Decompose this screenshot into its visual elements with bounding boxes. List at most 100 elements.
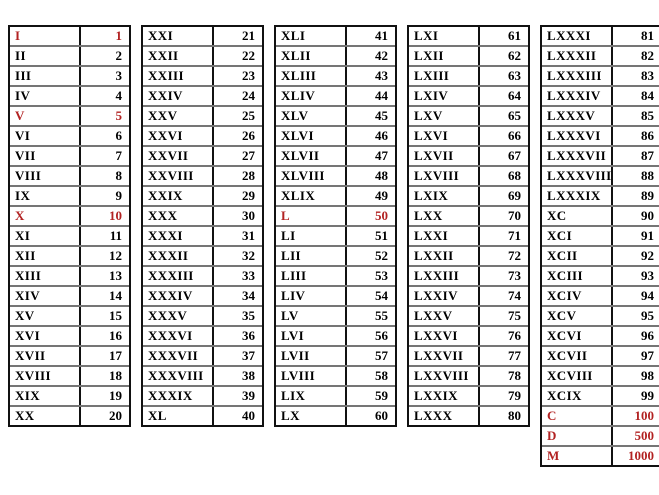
roman-numeral-cell: XVI <box>10 327 81 345</box>
table-row: XVIII 18 <box>10 365 129 385</box>
table-row: LXXXIV 84 <box>542 85 659 105</box>
table-row: III 3 <box>10 65 129 85</box>
roman-numeral-cell: LXXX <box>409 407 480 425</box>
roman-numeral-cell: XX <box>10 407 81 425</box>
arabic-value-cell: 61 <box>508 28 521 43</box>
roman-numeral-cell: LVII <box>276 347 347 365</box>
roman-numeral-cell: XXXVIII <box>143 367 214 385</box>
roman-numeral-cell: LXXI <box>409 227 480 245</box>
roman-numeral-cell: XLI <box>276 27 347 45</box>
table-row: X 10 <box>10 205 129 225</box>
arabic-value-cell: 26 <box>242 128 255 143</box>
table-row: XIV 14 <box>10 285 129 305</box>
table-row: LXXIX 79 <box>409 385 528 405</box>
roman-numeral-cell: III <box>10 67 81 85</box>
roman-numeral-cell: XCV <box>542 307 613 325</box>
arabic-value-cell: 60 <box>375 408 388 423</box>
arabic-value-cell: 38 <box>242 368 255 383</box>
roman-numeral-cell: LVIII <box>276 367 347 385</box>
arabic-value-cell: 100 <box>634 408 655 423</box>
table-row: LVI 56 <box>276 325 395 345</box>
roman-numeral-cell: LXIX <box>409 187 480 205</box>
roman-numeral-cell: LXI <box>409 27 480 45</box>
roman-numeral-cell: XVIII <box>10 367 81 385</box>
roman-numeral-cell: XXXV <box>143 307 214 325</box>
arabic-value-cell: 4 <box>115 88 123 103</box>
table-row: XLVI 46 <box>276 125 395 145</box>
arabic-value-cell: 90 <box>641 208 654 223</box>
arabic-value-cell: 91 <box>641 228 654 243</box>
table-row: LIX 59 <box>276 385 395 405</box>
roman-numeral-cell: LXVI <box>409 127 480 145</box>
table-row: LIII 53 <box>276 265 395 285</box>
table-row: XCV 95 <box>542 305 659 325</box>
table-row: XCII 92 <box>542 245 659 265</box>
arabic-value-cell: 78 <box>508 368 521 383</box>
table-row: XXXV 35 <box>143 305 262 325</box>
table-row: II 2 <box>10 45 129 65</box>
roman-numeral-cell: XCIX <box>542 387 613 405</box>
roman-numeral-cell: LII <box>276 247 347 265</box>
arabic-value-cell: 82 <box>641 48 654 63</box>
roman-numerals-table-4: LXI 61 LXII 62 LXIII 63 LXIV 64 LXV 65 LXVI 66 LXVII… <box>407 25 530 427</box>
roman-numeral-cell: LVI <box>276 327 347 345</box>
table-row: LXVII 67 <box>409 145 528 165</box>
arabic-value-cell: 51 <box>375 228 388 243</box>
arabic-value-cell: 15 <box>109 308 122 323</box>
arabic-value-cell: 71 <box>508 228 521 243</box>
roman-numeral-cell: XXVI <box>143 127 214 145</box>
table-row: XCVIII 98 <box>542 365 659 385</box>
roman-numeral-cell: XLVI <box>276 127 347 145</box>
roman-numeral-cell: LV <box>276 307 347 325</box>
roman-numeral-cell: LXVIII <box>409 167 480 185</box>
arabic-value-cell: 27 <box>242 148 255 163</box>
arabic-value-cell: 2 <box>115 48 123 63</box>
table-row: LXV 65 <box>409 105 528 125</box>
table-row: XXIII 23 <box>143 65 262 85</box>
table-row: IX 9 <box>10 185 129 205</box>
roman-numeral-cell: XIII <box>10 267 81 285</box>
arabic-value-cell: 94 <box>641 288 654 303</box>
arabic-value-cell: 49 <box>375 188 388 203</box>
table-row: C 100 <box>542 405 659 425</box>
arabic-value-cell: 73 <box>508 268 521 283</box>
roman-numeral-cell: XXV <box>143 107 214 125</box>
table-row: XLI 41 <box>276 27 395 45</box>
roman-numeral-cell: XXII <box>143 47 214 65</box>
table-row: LXXIII 73 <box>409 265 528 285</box>
roman-numeral-cell: XXXVII <box>143 347 214 365</box>
table-row: XVII 17 <box>10 345 129 365</box>
table-row: LVIII 58 <box>276 365 395 385</box>
arabic-value-cell: 55 <box>375 308 388 323</box>
roman-numeral-cell: LXXXVIII <box>542 167 613 185</box>
table-row: XXXIV 34 <box>143 285 262 305</box>
arabic-value-cell: 8 <box>115 168 123 183</box>
roman-numeral-cell: C <box>542 407 613 425</box>
table-row: VIII 8 <box>10 165 129 185</box>
roman-numeral-cell: LIV <box>276 287 347 305</box>
roman-numeral-cell: VII <box>10 147 81 165</box>
roman-numeral-cell: XCII <box>542 247 613 265</box>
roman-numeral-cell: LXXXI <box>542 27 613 45</box>
arabic-value-cell: 23 <box>242 68 255 83</box>
roman-numeral-cell: LXXXIII <box>542 67 613 85</box>
table-row: D 500 <box>542 425 659 445</box>
arabic-value-cell: 44 <box>375 88 388 103</box>
table-row: LXII 62 <box>409 45 528 65</box>
table-row: LXXVI 76 <box>409 325 528 345</box>
table-row: LXXIV 74 <box>409 285 528 305</box>
arabic-value-cell: 22 <box>242 48 255 63</box>
roman-numeral-cell: XC <box>542 207 613 225</box>
arabic-value-cell: 62 <box>508 48 521 63</box>
table-row: XXXVI 36 <box>143 325 262 345</box>
table-row: LX 60 <box>276 405 395 425</box>
table-row: XXVII 27 <box>143 145 262 165</box>
roman-numeral-cell: XXXIII <box>143 267 214 285</box>
roman-numeral-cell: XCI <box>542 227 613 245</box>
roman-numeral-cell: XXXIV <box>143 287 214 305</box>
roman-numeral-cell: XXXIX <box>143 387 214 405</box>
arabic-value-cell: 46 <box>375 128 388 143</box>
arabic-value-cell: 63 <box>508 68 521 83</box>
arabic-value-cell: 92 <box>641 248 654 263</box>
